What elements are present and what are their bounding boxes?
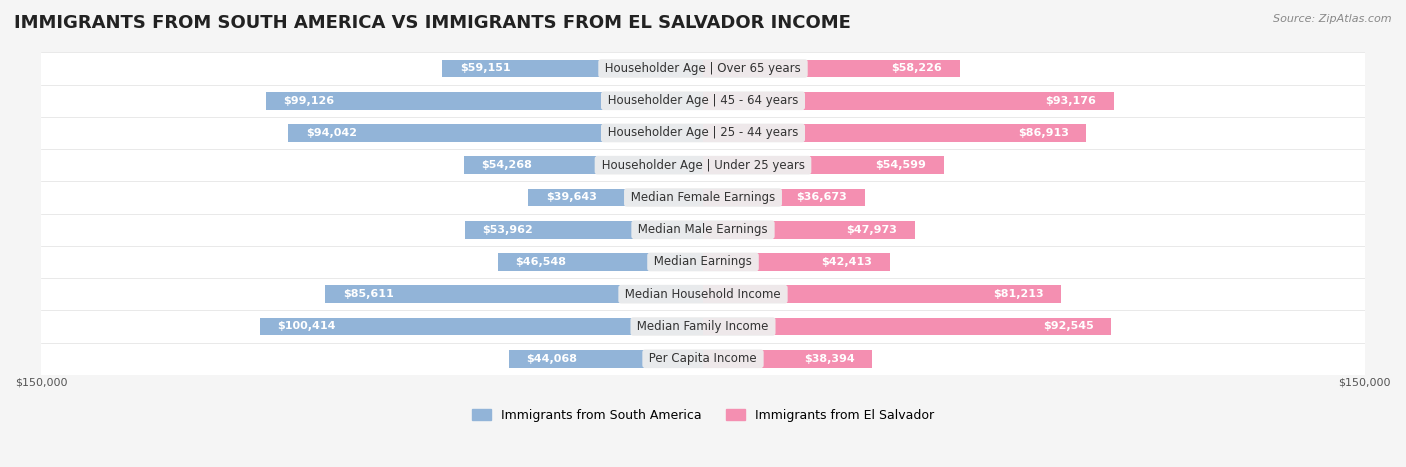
Bar	[703, 189, 865, 206]
Bar	[41, 52, 1365, 85]
Text: $59,151: $59,151	[460, 64, 510, 73]
Bar	[41, 213, 1365, 246]
Text: $86,913: $86,913	[1018, 128, 1069, 138]
Text: $53,962: $53,962	[482, 225, 533, 235]
Text: Median Family Income: Median Family Income	[634, 320, 772, 333]
Bar	[41, 117, 1365, 149]
Text: $44,068: $44,068	[526, 354, 578, 364]
Text: Householder Age | Over 65 years: Householder Age | Over 65 years	[602, 62, 804, 75]
Bar	[703, 92, 1114, 110]
Bar	[288, 124, 703, 142]
Text: $58,226: $58,226	[891, 64, 942, 73]
Text: IMMIGRANTS FROM SOUTH AMERICA VS IMMIGRANTS FROM EL SALVADOR INCOME: IMMIGRANTS FROM SOUTH AMERICA VS IMMIGRA…	[14, 14, 851, 32]
Text: Source: ZipAtlas.com: Source: ZipAtlas.com	[1274, 14, 1392, 24]
Bar	[465, 221, 703, 239]
Text: Median Earnings: Median Earnings	[650, 255, 756, 269]
Bar	[41, 278, 1365, 311]
Text: $54,268: $54,268	[481, 160, 531, 170]
Bar	[464, 156, 703, 174]
Bar	[441, 60, 703, 78]
Bar	[41, 181, 1365, 213]
Text: $54,599: $54,599	[876, 160, 927, 170]
Text: $39,643: $39,643	[546, 192, 596, 203]
Legend: Immigrants from South America, Immigrants from El Salvador: Immigrants from South America, Immigrant…	[467, 403, 939, 427]
Bar	[260, 318, 703, 335]
Bar	[529, 189, 703, 206]
Bar	[703, 285, 1062, 303]
Text: Householder Age | 45 - 64 years: Householder Age | 45 - 64 years	[605, 94, 801, 107]
Text: $38,394: $38,394	[804, 354, 855, 364]
Text: $94,042: $94,042	[305, 128, 357, 138]
Text: $81,213: $81,213	[993, 289, 1043, 299]
Bar	[703, 253, 890, 271]
Text: Householder Age | 25 - 44 years: Householder Age | 25 - 44 years	[605, 127, 801, 140]
Bar	[703, 124, 1087, 142]
Text: $47,973: $47,973	[846, 225, 897, 235]
Text: Median Female Earnings: Median Female Earnings	[627, 191, 779, 204]
Bar	[703, 318, 1111, 335]
Text: $46,548: $46,548	[515, 257, 567, 267]
Text: Per Capita Income: Per Capita Income	[645, 352, 761, 365]
Text: $42,413: $42,413	[821, 257, 873, 267]
Text: $100,414: $100,414	[277, 321, 336, 332]
Text: Median Male Earnings: Median Male Earnings	[634, 223, 772, 236]
Bar	[41, 149, 1365, 181]
Text: $93,176: $93,176	[1046, 96, 1097, 106]
Bar	[41, 311, 1365, 343]
Bar	[509, 350, 703, 368]
Bar	[703, 156, 943, 174]
Text: Median Household Income: Median Household Income	[621, 288, 785, 301]
Text: Householder Age | Under 25 years: Householder Age | Under 25 years	[598, 159, 808, 172]
Bar	[41, 85, 1365, 117]
Bar	[41, 246, 1365, 278]
Bar	[703, 350, 872, 368]
Text: $85,611: $85,611	[343, 289, 394, 299]
Text: $36,673: $36,673	[796, 192, 848, 203]
Bar	[325, 285, 703, 303]
Text: $99,126: $99,126	[284, 96, 335, 106]
Bar	[703, 60, 960, 78]
Bar	[41, 343, 1365, 375]
Bar	[498, 253, 703, 271]
Bar	[703, 221, 915, 239]
Bar	[266, 92, 703, 110]
Text: $92,545: $92,545	[1043, 321, 1094, 332]
